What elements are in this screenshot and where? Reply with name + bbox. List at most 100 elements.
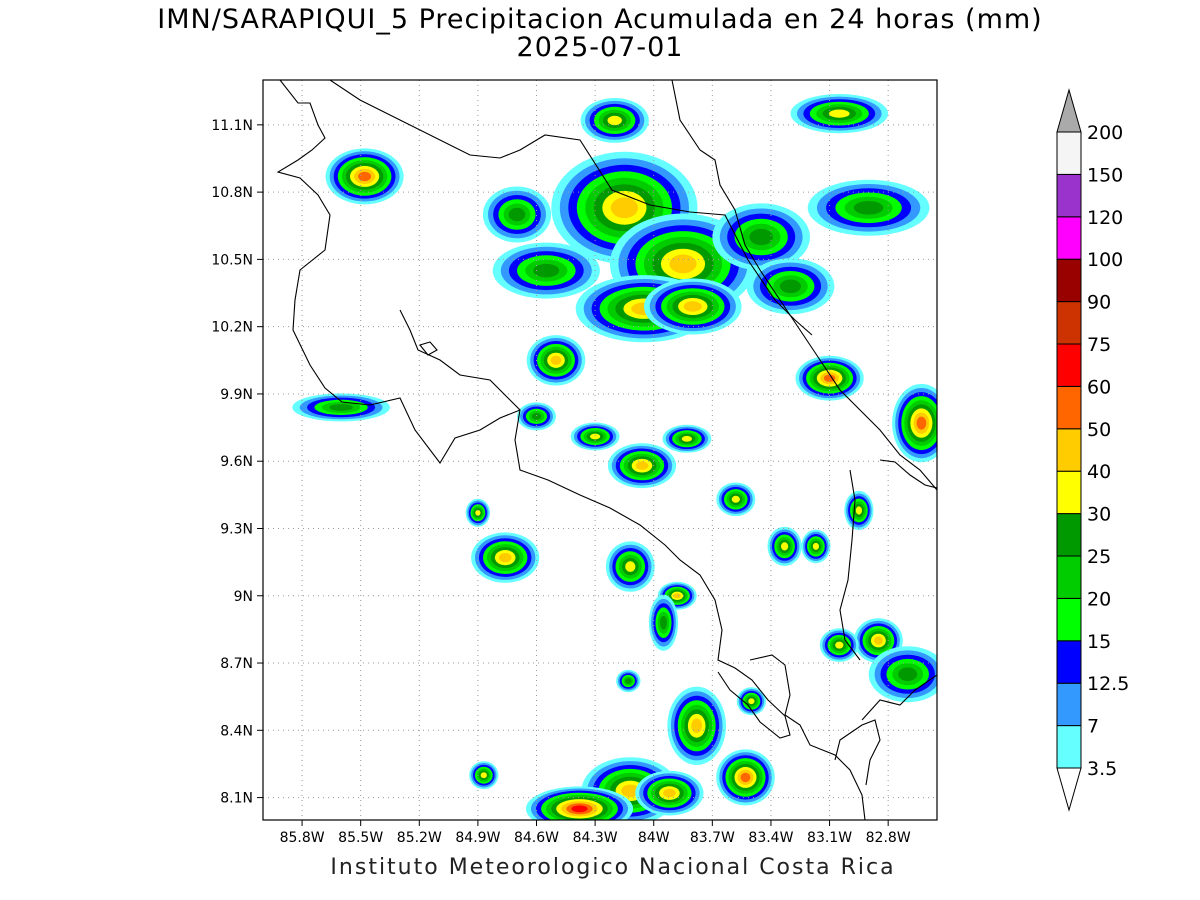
precip-contour: [916, 416, 927, 430]
precip-contour: [740, 772, 751, 783]
precip-cell: [662, 424, 712, 453]
precip-contour: [610, 197, 639, 219]
precip-cell: [469, 761, 499, 790]
precip-cell: [716, 749, 775, 806]
colorbar-swatch: [1056, 428, 1082, 472]
precip-cell: [635, 770, 704, 816]
lat-tick-label: 9N: [234, 589, 253, 605]
precip-cell: [471, 532, 540, 583]
chart-title: IMN/SARAPIQUI_5 Precipitacion Acumulada …: [157, 4, 1043, 35]
precip-contour: [660, 615, 667, 630]
lat-tick-label: 10.5N: [211, 252, 253, 268]
colorbar-label: 60: [1087, 376, 1111, 398]
coastline-chiriqui: [861, 674, 937, 721]
colorbar-label: 7: [1087, 716, 1099, 738]
border-panama: [839, 469, 861, 661]
precip-contour: [625, 561, 636, 572]
precip-contour: [823, 374, 836, 382]
colorbar-label: 20: [1087, 588, 1111, 610]
axis-labels: 85.8W 85.5W 85.2W 84.9W 84.6W 84.3W 84W 83.7W 83…: [211, 118, 910, 846]
lon-tick-label: 83.1W: [807, 830, 852, 846]
precip-contour: [607, 115, 622, 126]
colorbar-swatch: [1056, 131, 1082, 175]
colorbar-label: 40: [1087, 461, 1111, 483]
precip-contour: [812, 542, 820, 550]
precip-contour: [748, 698, 755, 705]
precip-contour: [779, 279, 802, 294]
colorbar-swatch: [1056, 597, 1082, 642]
colorbar-label: 25: [1087, 546, 1111, 568]
colorbar-swatch: [1056, 343, 1082, 387]
colorbar-swatch: [1056, 258, 1082, 303]
precip-contour: [683, 301, 702, 312]
colorbar-label: 120: [1087, 207, 1123, 229]
precip-contour: [531, 413, 542, 420]
precip-cell: [648, 594, 679, 651]
precip-cell: [795, 355, 864, 401]
lon-tick-label: 85.8W: [280, 830, 325, 846]
lat-tick-label: 9.3N: [220, 521, 253, 537]
lat-tick-label: 11.1N: [211, 118, 253, 134]
precip-cell: [526, 335, 586, 386]
colorbar-swatch: [1056, 385, 1082, 430]
precip-contour: [663, 788, 676, 798]
precip-cell: [465, 498, 491, 527]
precip-contour: [829, 109, 850, 118]
colorbar-swatch: [1056, 216, 1082, 260]
precip-cell: [482, 186, 552, 243]
precip-contour: [508, 207, 526, 222]
colorbar-swatch: [1056, 725, 1082, 769]
precip-contour: [550, 355, 562, 365]
precip-contour: [358, 171, 372, 182]
precip-cell: [525, 786, 634, 820]
chart-date: 2025-07-01: [516, 32, 684, 63]
lat-tick-label: 10.2N: [211, 320, 253, 336]
precip-cell: [844, 490, 874, 531]
precip-cell: [819, 628, 859, 662]
precip-contour: [621, 784, 640, 798]
colorbar-label: 150: [1087, 164, 1123, 186]
precip-contour: [781, 542, 789, 551]
precip-cell: [746, 258, 835, 315]
precip-cell: [492, 242, 600, 299]
lon-tick-label: 84W: [638, 830, 670, 846]
lon-tick-label: 85.2W: [397, 830, 442, 846]
colorbar-swatch: [1056, 301, 1082, 345]
precip-contour: [480, 772, 487, 779]
precip-cell: [801, 529, 831, 564]
colorbar-label: 75: [1087, 334, 1111, 356]
precip-cell: [644, 278, 742, 335]
lon-tick-label: 83.7W: [690, 830, 735, 846]
precip-cell: [868, 646, 937, 703]
precip-cell: [570, 422, 620, 451]
colorbar-swatch: [1056, 555, 1082, 599]
precip-cell: [292, 393, 390, 422]
precip-contour: [498, 552, 512, 563]
precip-contour: [533, 263, 560, 278]
precip-contour: [635, 461, 649, 470]
precip-cell: [854, 618, 903, 663]
lat-tick-label: 10.8N: [211, 185, 253, 201]
coastline-pacific-north: [263, 80, 521, 464]
precip-contour: [835, 641, 844, 649]
colorbar-label: 15: [1087, 631, 1111, 653]
precip-cell: [790, 94, 889, 134]
precip-contour: [673, 593, 681, 599]
border-nicaragua: [329, 80, 813, 336]
precip-contour: [749, 228, 773, 246]
colorbar-swatch: [1056, 640, 1082, 684]
lon-tick-label: 84.6W: [514, 830, 559, 846]
colorbar-label: 90: [1087, 292, 1111, 314]
precip-cell: [325, 148, 404, 205]
colorbar-swatch: [1056, 173, 1082, 218]
coastline-panama-north: [879, 459, 937, 489]
precip-cell: [551, 151, 698, 264]
lon-tick-label: 83.4W: [748, 830, 793, 846]
map-grid: [263, 80, 937, 820]
lat-tick-label: 8.1N: [220, 791, 253, 807]
colorbar-bottom-arrow: [1056, 767, 1082, 812]
precip-cell: [616, 669, 641, 693]
lon-tick-label: 85.5W: [338, 830, 383, 846]
lon-tick-label: 82.8W: [866, 830, 911, 846]
